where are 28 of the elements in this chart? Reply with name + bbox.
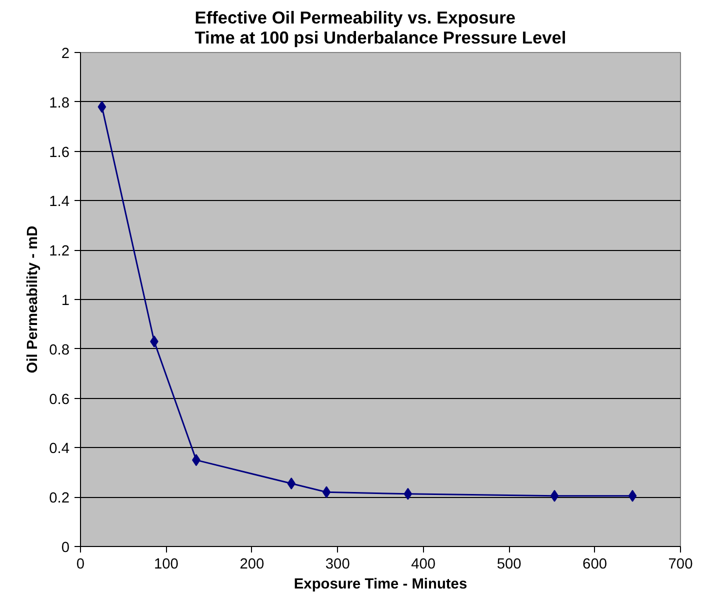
x-tick-label: 200 bbox=[240, 556, 264, 572]
y-tick-label: 0.4 bbox=[49, 441, 70, 458]
y-tick-label: 0.8 bbox=[49, 342, 70, 358]
x-tick-label: 0 bbox=[76, 556, 85, 572]
x-axis-title: Exposure Time - Minutes bbox=[294, 576, 468, 592]
point bbox=[322, 486, 331, 498]
x-tick-label: 100 bbox=[154, 556, 178, 572]
x-tick-label: 500 bbox=[496, 556, 522, 572]
y-tick-label: 1 bbox=[61, 293, 70, 309]
y-tick-label: 0 bbox=[61, 540, 70, 556]
chart-title: Effective Oil Permeability vs. Exposure Time at 100 psi Underbalance Pressure Level bbox=[194, 8, 566, 48]
y-tick-label: 1.2 bbox=[49, 244, 70, 260]
point bbox=[287, 478, 296, 490]
point bbox=[98, 100, 106, 113]
x-tick-label: 400 bbox=[411, 556, 436, 572]
x-tick-label: 700 bbox=[668, 556, 693, 572]
x-tick-label: 300 bbox=[325, 556, 350, 572]
y-tick-label: 1.6 bbox=[49, 144, 70, 161]
point bbox=[628, 490, 637, 502]
y-axis-title: Oil Permeability - mD bbox=[25, 226, 42, 374]
y-tick-label: 0.2 bbox=[49, 490, 70, 507]
x-tick-label: 600 bbox=[582, 556, 608, 572]
point bbox=[550, 490, 559, 502]
y-tick-label: 0.6 bbox=[49, 392, 70, 408]
y-tick-label: 2 bbox=[61, 46, 70, 62]
y-tick-label: 1.8 bbox=[49, 95, 70, 112]
y-tick-label: 1.4 bbox=[49, 194, 70, 210]
point bbox=[404, 488, 412, 500]
